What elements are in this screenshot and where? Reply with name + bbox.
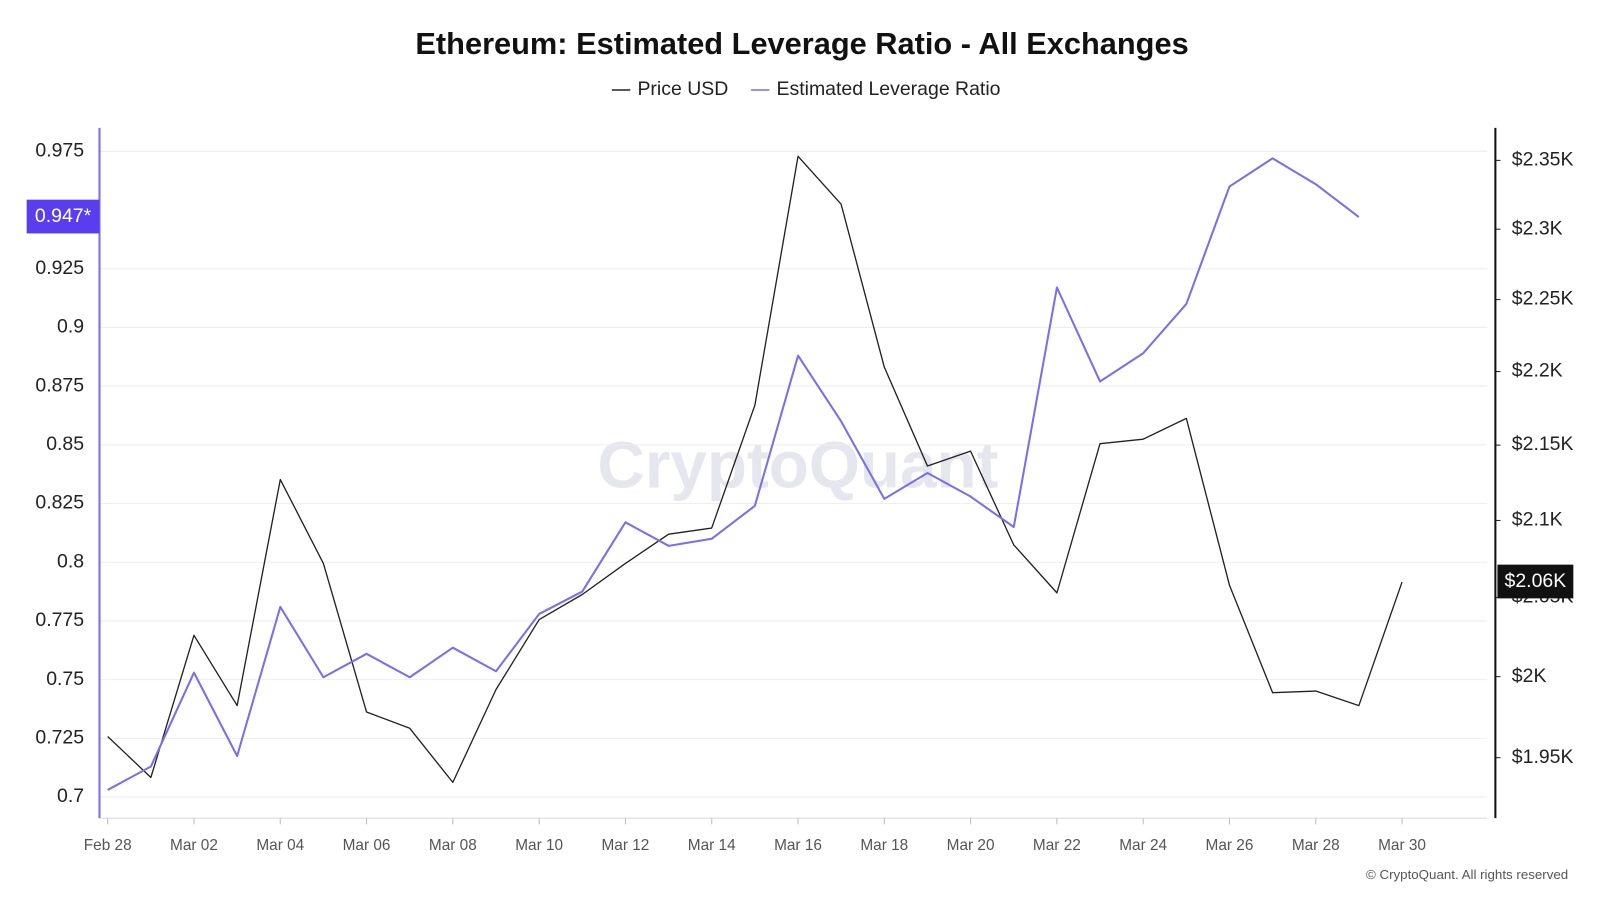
legend-label: Estimated Leverage Ratio	[777, 78, 1001, 100]
y-tick-label: 0.775	[35, 609, 84, 631]
x-tick-label: Mar 28	[1292, 837, 1340, 854]
y-tick-label: 0.75	[46, 668, 84, 690]
last-value-badge	[26, 199, 100, 234]
x-tick-label: Mar 30	[1378, 837, 1426, 854]
y-tick-label: 0.975	[35, 139, 84, 161]
series-line	[107, 157, 1360, 791]
last-value-label: $2.06K	[1505, 570, 1567, 592]
x-tick-label: Mar 26	[1206, 837, 1254, 854]
y-tick-label: 0.875	[35, 374, 84, 396]
y2-tick-label: $2.1K	[1512, 509, 1563, 531]
x-tick-label: Mar 24	[1119, 837, 1167, 854]
x-tick-label: Feb 28	[84, 837, 132, 854]
y-tick-label: 0.925	[35, 257, 84, 279]
y-tick-label: 0.7	[57, 785, 84, 807]
x-tick-label: Mar 06	[343, 837, 391, 854]
legend: Price USD Estimated Leverage Ratio	[611, 78, 1001, 100]
y-tick-label: 0.825	[35, 492, 84, 514]
x-tick-label: Mar 08	[429, 837, 477, 854]
y2-tick-label: $2.2K	[1512, 360, 1563, 382]
y2-tick-label: $2.25K	[1512, 288, 1574, 310]
legend-label: Price USD	[637, 78, 728, 100]
x-tick-label: Mar 18	[860, 837, 908, 854]
x-tick-label: Mar 20	[947, 837, 995, 854]
y-tick-label: 0.725	[35, 727, 84, 749]
y-tick-label: 0.8	[57, 550, 84, 572]
last-value-badge	[1497, 564, 1574, 599]
x-tick-label: Mar 14	[688, 837, 736, 854]
y-tick-label: 0.85	[46, 433, 84, 455]
y-tick-label: 0.9	[57, 316, 84, 338]
chart-title: Ethereum: Estimated Leverage Ratio - All…	[415, 26, 1188, 61]
y2-tick-label: $2.15K	[1512, 433, 1574, 455]
last-value-label: 0.947*	[35, 205, 92, 227]
series-line	[107, 155, 1403, 784]
x-tick-label: Mar 10	[515, 837, 563, 854]
x-tick-label: Mar 16	[774, 837, 822, 854]
x-tick-label: Mar 22	[1033, 837, 1081, 854]
x-tick-label: Mar 04	[256, 837, 304, 854]
y2-tick-label: $1.95K	[1512, 746, 1574, 768]
y2-tick-label: $2K	[1512, 665, 1547, 687]
y2-tick-label: $2.35K	[1512, 149, 1574, 171]
copyright: © CryptoQuant. All rights reserved	[1366, 867, 1568, 882]
watermark: CryptoQuant	[597, 429, 998, 502]
y2-tick-label: $2.3K	[1512, 217, 1563, 239]
x-tick-label: Mar 02	[170, 837, 218, 854]
x-tick-label: Mar 12	[601, 837, 649, 854]
